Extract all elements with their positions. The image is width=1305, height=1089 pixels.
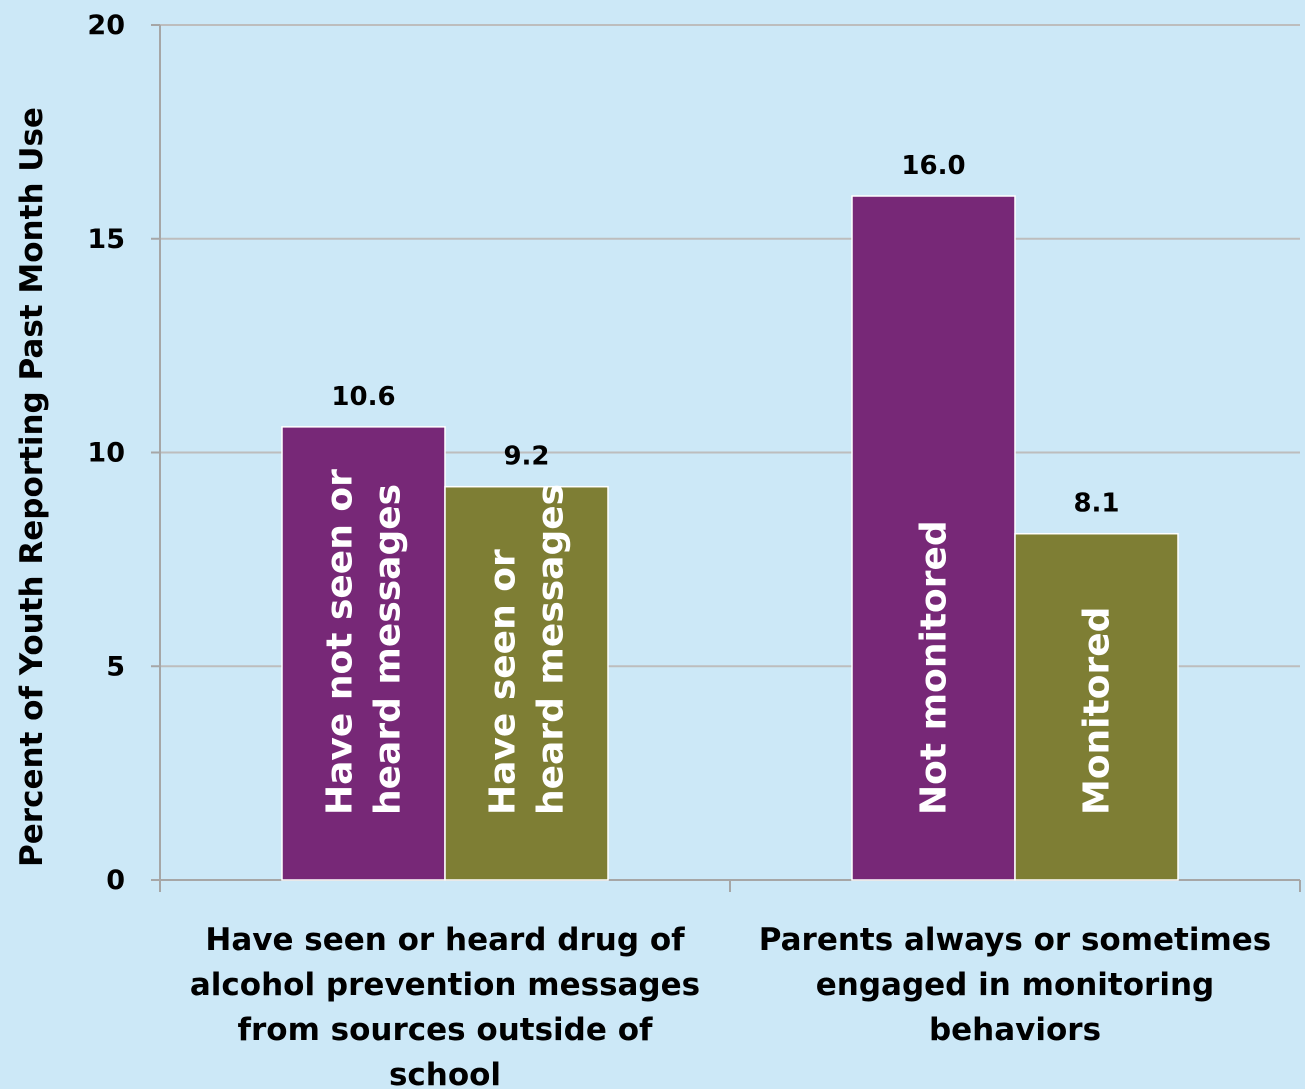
bar-value-label: 8.1 xyxy=(1073,489,1119,519)
bar-inner-label-line: heard messages xyxy=(368,484,409,815)
bar-value-label: 16.0 xyxy=(901,151,965,181)
bar-value-label: 10.6 xyxy=(331,382,395,412)
bar xyxy=(1014,532,1179,881)
x-category-label: alcohol prevention messages xyxy=(190,967,700,1003)
bar xyxy=(281,426,446,881)
y-tick-label: 15 xyxy=(87,224,125,255)
x-category-label: Parents always or sometimes xyxy=(759,922,1272,958)
bar-inner-label-line: Have not seen or xyxy=(320,469,361,815)
x-category-label: behaviors xyxy=(929,1012,1101,1048)
bar-inner-label: Monitored xyxy=(1077,607,1118,815)
bar-inner-label: Have not seen or heard messages xyxy=(320,469,409,815)
y-axis-title: Percent of Youth Reporting Past Month Us… xyxy=(14,107,50,867)
x-category-label: from sources outside of xyxy=(238,1012,653,1048)
y-tick-label: 5 xyxy=(106,651,125,682)
y-tick-label: 10 xyxy=(87,438,125,469)
x-category-label: engaged in monitoring xyxy=(816,967,1214,1003)
y-tick-label: 0 xyxy=(106,865,125,896)
x-category-label: school xyxy=(389,1057,501,1089)
bar xyxy=(851,195,1016,881)
bar xyxy=(444,485,609,881)
bar-inner-label-line: Monitored xyxy=(1077,607,1118,815)
bar-inner-label-line: heard messages xyxy=(531,484,572,815)
bars xyxy=(281,195,1179,881)
bar-inner-label: Not monitored xyxy=(914,520,955,815)
x-category-label: Have seen or heard drug of xyxy=(205,922,685,958)
bar-inner-label-line: Not monitored xyxy=(914,520,955,815)
bar-inner-label: Have seen or heard messages xyxy=(483,484,572,815)
bar-value-label: 9.2 xyxy=(503,442,549,472)
y-tick-label: 20 xyxy=(87,10,125,41)
bar-inner-label-line: Have seen or xyxy=(483,549,524,815)
